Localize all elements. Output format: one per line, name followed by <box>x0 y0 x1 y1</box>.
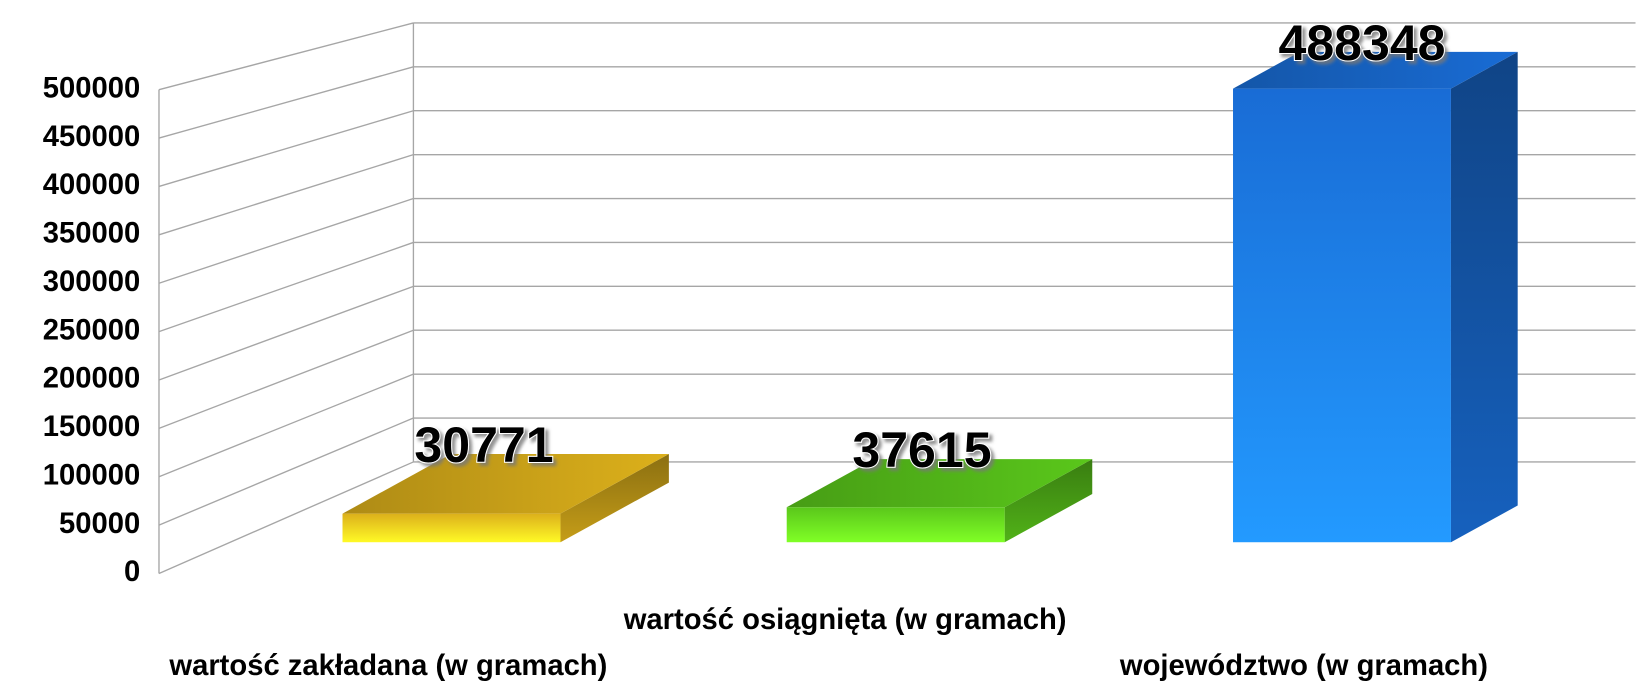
grid-line <box>158 461 414 575</box>
bar <box>786 459 1093 543</box>
y-tick-label: 0 <box>124 556 140 588</box>
x-tick-label: wartość osiągnięta (w gramach) <box>623 604 1067 636</box>
bar-side <box>1450 51 1518 543</box>
bar <box>1233 51 1518 543</box>
grid-line <box>158 417 414 526</box>
grid-line <box>158 285 414 381</box>
grid-line <box>158 22 414 91</box>
y-tick-label: 250000 <box>43 314 140 346</box>
grid-line <box>158 153 414 236</box>
bar-side <box>560 454 669 543</box>
grid-line <box>158 66 414 139</box>
grid-line <box>158 329 414 429</box>
x-tick-label: wartość zakładana (w gramach) <box>168 650 607 682</box>
grid-line <box>158 197 414 284</box>
y-tick-label: 450000 <box>43 121 140 153</box>
y-tick-label: 200000 <box>43 363 140 395</box>
grid-line <box>158 373 414 478</box>
bar-top <box>786 459 1093 508</box>
bar <box>342 454 669 543</box>
y-tick-label: 500000 <box>43 72 140 104</box>
y-tick-label: 100000 <box>43 459 140 491</box>
y-tick-label: 150000 <box>43 411 140 443</box>
data-label: 30771 <box>414 417 553 473</box>
x-tick-label: województwo (w gramach) <box>1119 650 1488 682</box>
grid-line <box>158 110 414 188</box>
bar-front <box>786 507 1005 543</box>
data-label: 488348 <box>1278 15 1445 71</box>
bar-front <box>1233 88 1451 543</box>
bar-top <box>1233 51 1518 89</box>
y-tick-label: 400000 <box>43 169 140 201</box>
bar-top <box>342 454 669 514</box>
bar-side <box>1004 459 1093 543</box>
y-tick-label: 350000 <box>43 218 140 250</box>
data-label: 37615 <box>852 422 991 478</box>
bar-front <box>342 513 561 543</box>
y-tick-label: 300000 <box>43 266 140 298</box>
grid-line <box>158 241 414 333</box>
y-tick-label: 50000 <box>59 508 140 540</box>
